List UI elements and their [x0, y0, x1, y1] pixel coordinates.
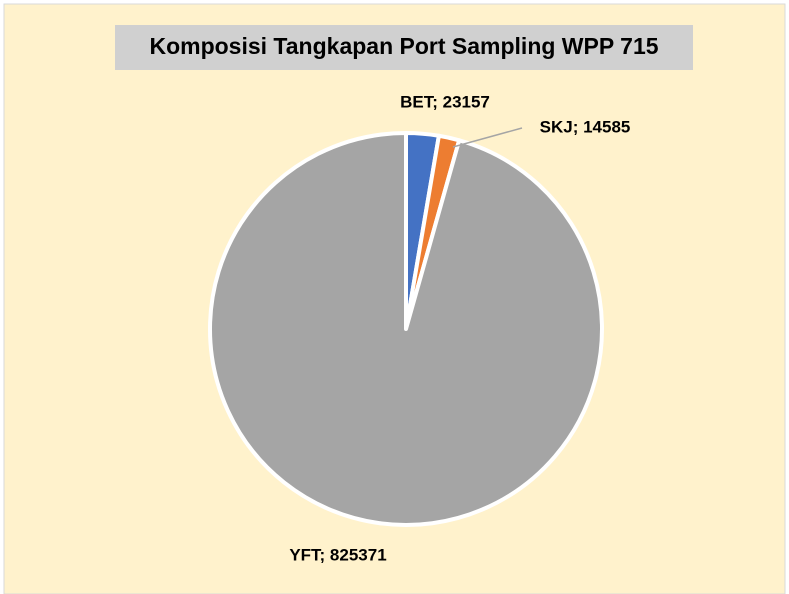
title-box — [115, 25, 693, 70]
chart-title: Komposisi Tangkapan Port Sampling WPP 71… — [149, 33, 658, 59]
leader-line — [452, 127, 523, 148]
data-label: BET; 23157 — [400, 92, 490, 111]
pie-slice — [208, 131, 604, 527]
data-label: YFT; 825371 — [289, 545, 386, 564]
data-label: SKJ; 14585 — [540, 117, 631, 136]
